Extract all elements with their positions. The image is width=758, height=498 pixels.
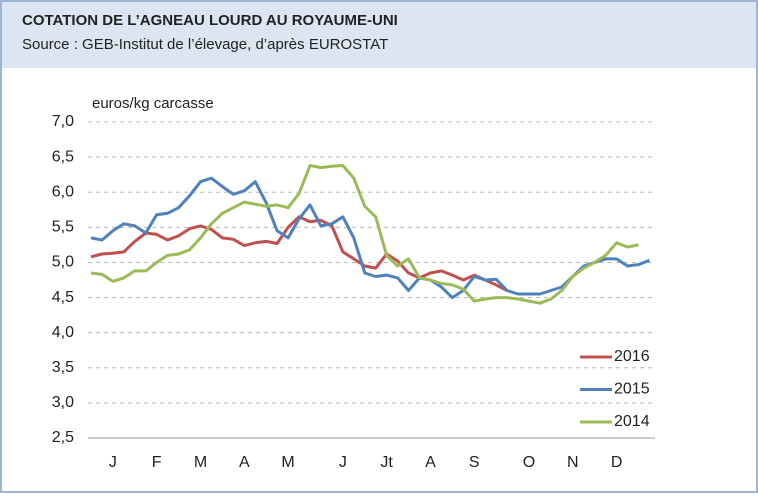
- y-tick-label: 5,5: [52, 219, 74, 236]
- x-tick-label: F: [152, 454, 162, 471]
- x-tick-label: M: [194, 454, 207, 471]
- x-tick-label: N: [567, 454, 579, 471]
- y-tick-label: 3,0: [52, 394, 74, 411]
- chart-title: COTATION DE L’AGNEAU LOURD AU ROYAUME-UN…: [22, 12, 398, 29]
- x-tick-label: A: [425, 454, 436, 471]
- x-tick-label: O: [523, 454, 535, 471]
- y-tick-label: 4,5: [52, 289, 74, 306]
- y-tick-label: 2,5: [52, 429, 74, 446]
- legend-label: 2014: [614, 413, 650, 430]
- legend-label: 2015: [614, 381, 650, 398]
- x-tick-label: Jt: [380, 454, 393, 471]
- series-line: [90, 164, 639, 305]
- legend-label: 2016: [614, 348, 650, 365]
- y-axis-label: euros/kg carcasse: [92, 95, 214, 112]
- x-tick-label: J: [339, 454, 347, 471]
- y-tick-label: 5,0: [52, 254, 74, 271]
- x-tick-label: M: [281, 454, 294, 471]
- x-tick-label: S: [469, 454, 480, 471]
- x-tick-label: J: [109, 454, 117, 471]
- y-tick-label: 6,0: [52, 183, 74, 200]
- x-tick-label: D: [611, 454, 623, 471]
- y-tick-label: 4,0: [52, 324, 74, 341]
- y-tick-label: 3,5: [52, 359, 74, 376]
- header-band: [2, 2, 756, 68]
- series-line: [90, 176, 650, 300]
- y-tick-label: 6,5: [52, 148, 74, 165]
- chart-subtitle: Source : GEB-Institut de l’élevage, d’ap…: [22, 36, 388, 53]
- y-tick-label: 7,0: [52, 113, 74, 130]
- x-tick-label: A: [239, 454, 250, 471]
